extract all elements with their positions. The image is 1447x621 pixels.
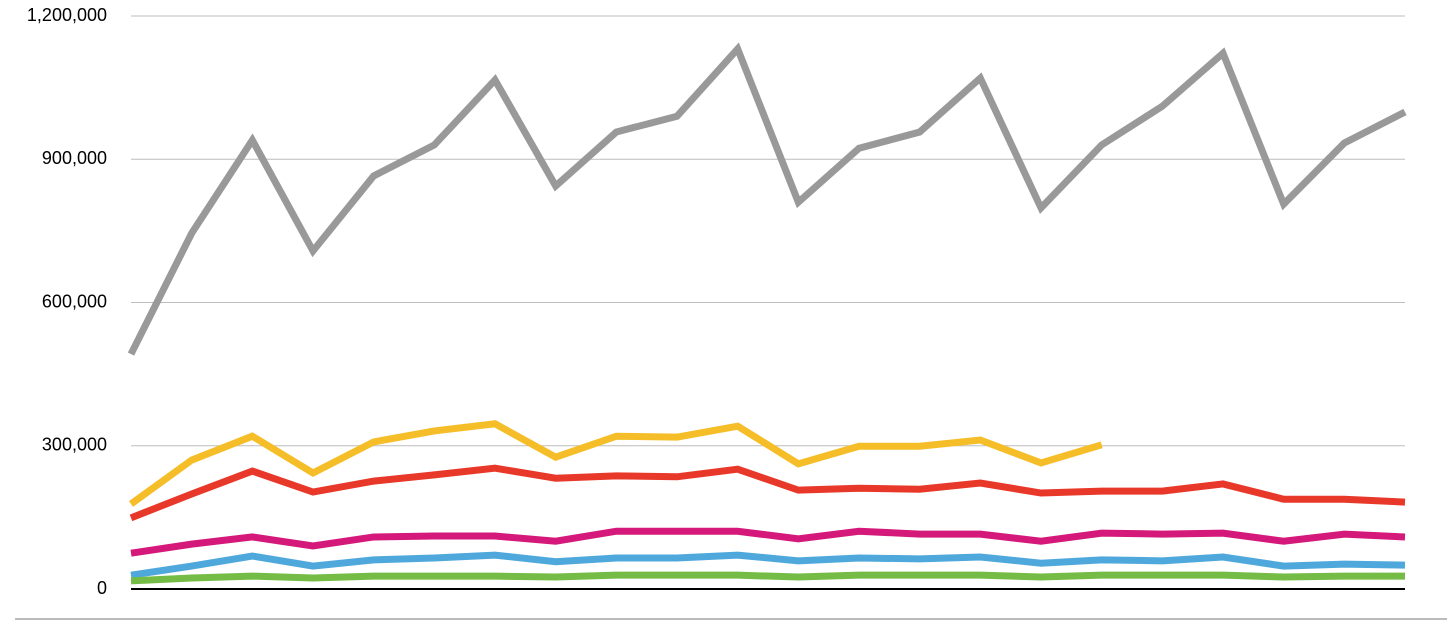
y-tick-label: 1,200,000 (27, 5, 107, 25)
series-line (130, 551, 1406, 579)
y-tick-label: 0 (97, 578, 107, 598)
series-line (129, 464, 1406, 522)
series-line (130, 527, 1406, 557)
series-line (128, 420, 1103, 507)
y-tick-label: 600,000 (42, 291, 107, 311)
y-tick-label: 900,000 (42, 148, 107, 168)
y-tick-label: 300,000 (42, 435, 107, 455)
series-line (130, 571, 1405, 585)
series-line (127, 42, 1407, 356)
